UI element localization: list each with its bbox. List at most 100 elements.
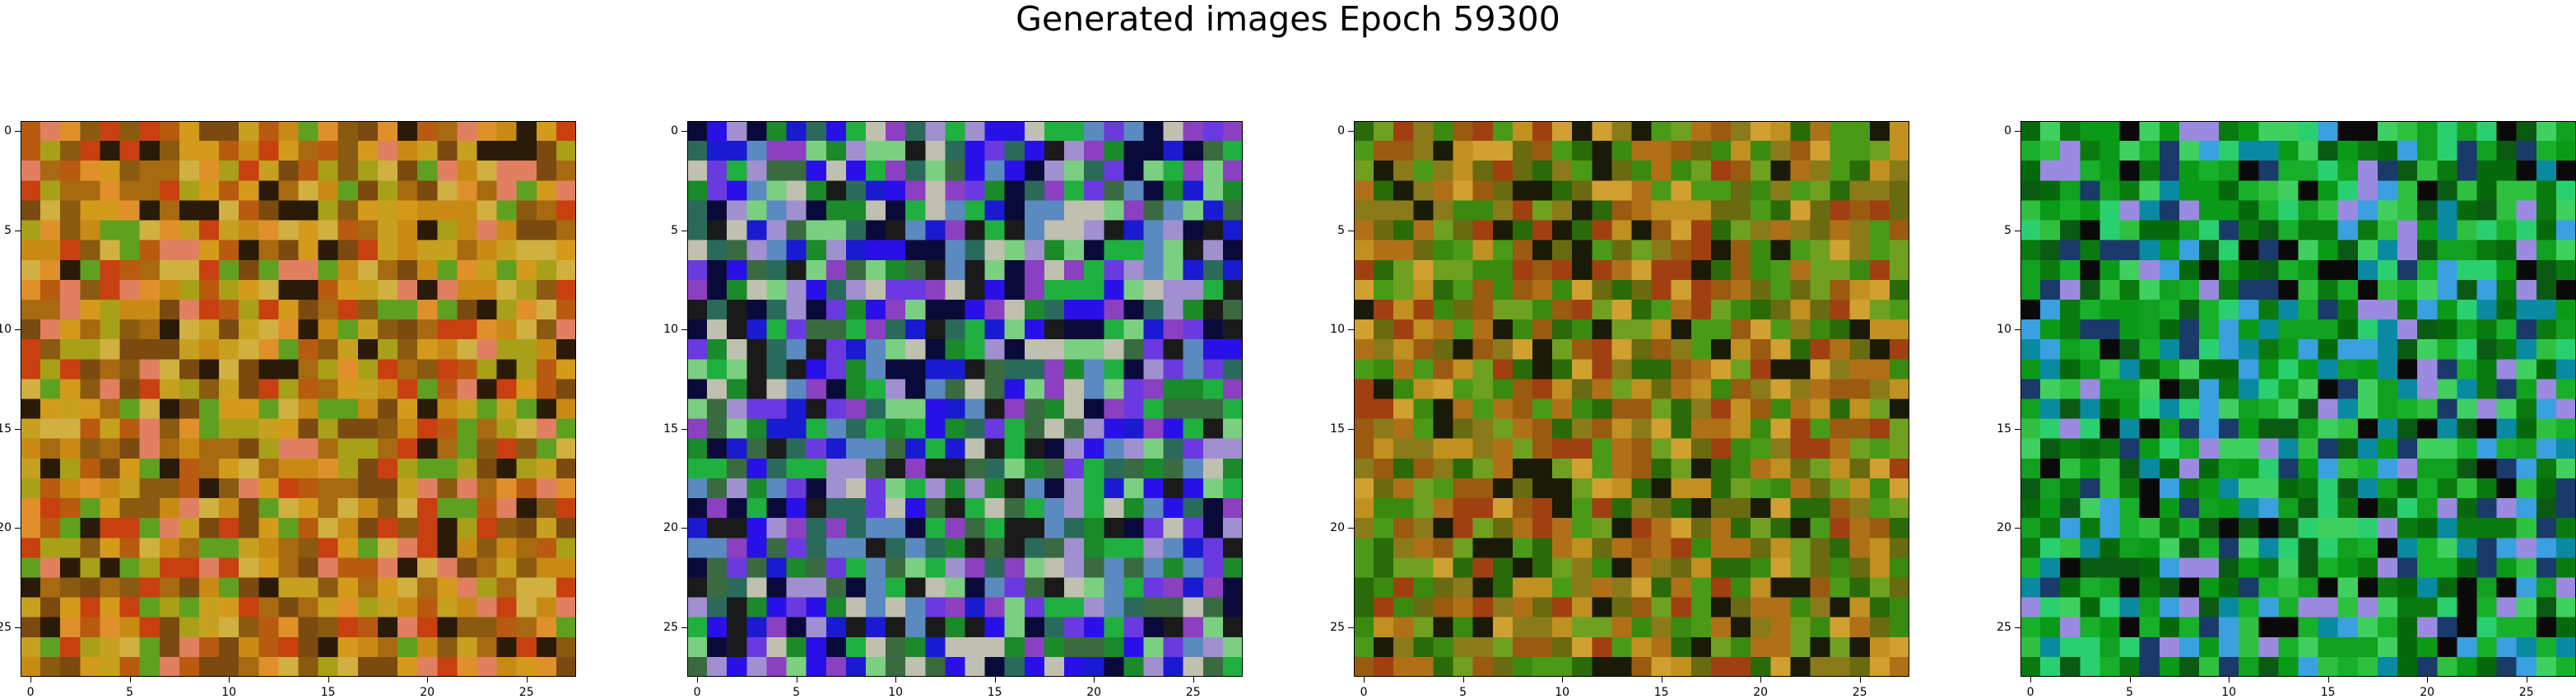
pixel bbox=[786, 418, 807, 440]
pixel bbox=[1552, 141, 1573, 161]
pixel bbox=[2298, 478, 2319, 499]
pixel bbox=[2496, 458, 2518, 479]
pixel bbox=[337, 597, 359, 618]
pixel bbox=[100, 220, 121, 241]
pixel bbox=[80, 458, 100, 479]
pixel bbox=[337, 319, 359, 340]
pixel bbox=[1592, 220, 1612, 241]
pixel bbox=[1433, 121, 1454, 142]
pixel bbox=[1552, 259, 1573, 281]
pixel bbox=[2040, 180, 2061, 201]
pixel bbox=[845, 121, 867, 142]
pixel bbox=[1064, 161, 1085, 181]
pixel bbox=[687, 319, 708, 340]
pixel bbox=[1512, 180, 1533, 201]
pixel bbox=[2496, 418, 2518, 440]
pixel bbox=[40, 161, 61, 181]
pixel bbox=[2536, 557, 2557, 578]
pixel bbox=[2198, 220, 2220, 241]
pixel bbox=[1770, 557, 1791, 578]
pixel bbox=[1453, 200, 1474, 221]
pixel bbox=[477, 180, 498, 201]
pixel bbox=[80, 220, 100, 241]
pixel bbox=[1183, 141, 1204, 161]
pixel bbox=[1374, 359, 1394, 380]
pixel bbox=[119, 141, 141, 161]
pixel bbox=[1413, 398, 1434, 420]
pixel bbox=[60, 299, 81, 320]
pixel bbox=[1492, 518, 1514, 538]
pixel bbox=[516, 438, 537, 459]
pixel bbox=[2159, 538, 2180, 558]
pixel bbox=[139, 398, 160, 420]
pixel bbox=[2516, 656, 2537, 677]
pixel bbox=[1393, 161, 1414, 181]
pixel bbox=[825, 121, 847, 142]
pixel bbox=[1492, 141, 1514, 161]
pixel bbox=[1084, 398, 1104, 420]
pixel bbox=[1572, 478, 1593, 499]
pixel bbox=[1671, 319, 1692, 340]
pixel bbox=[2139, 121, 2160, 142]
pixel bbox=[1751, 478, 1771, 499]
pixel bbox=[2139, 538, 2160, 558]
pixel bbox=[437, 617, 458, 638]
pixel bbox=[1393, 279, 1414, 301]
pixel bbox=[2278, 398, 2299, 420]
pixel bbox=[845, 577, 867, 599]
pixel bbox=[179, 299, 200, 320]
pixel bbox=[198, 319, 220, 340]
pixel bbox=[2099, 240, 2121, 261]
pixel bbox=[477, 240, 498, 261]
pixel bbox=[786, 478, 807, 499]
pixel bbox=[1671, 279, 1692, 301]
pixel bbox=[556, 498, 576, 519]
pixel bbox=[2298, 538, 2319, 558]
pixel bbox=[845, 279, 867, 301]
pixel bbox=[100, 636, 121, 658]
pixel bbox=[2377, 121, 2398, 142]
pixel bbox=[21, 240, 41, 261]
pixel bbox=[1751, 259, 1771, 281]
pixel bbox=[1710, 438, 1732, 459]
pixel bbox=[865, 220, 886, 241]
pixel bbox=[1374, 458, 1394, 479]
pixel bbox=[786, 498, 807, 519]
pixel bbox=[865, 636, 886, 658]
pixel bbox=[2040, 458, 2061, 479]
pixel bbox=[786, 398, 807, 420]
pixel bbox=[239, 438, 259, 459]
pixel bbox=[1354, 538, 1374, 558]
pixel bbox=[219, 438, 239, 459]
pixel bbox=[1084, 656, 1104, 677]
pixel bbox=[2417, 379, 2438, 399]
pixel bbox=[119, 319, 141, 340]
pixel bbox=[377, 398, 398, 420]
pixel bbox=[806, 617, 827, 638]
pixel bbox=[1572, 299, 1593, 320]
pixel bbox=[2139, 180, 2160, 201]
pixel bbox=[2020, 379, 2041, 399]
pixel bbox=[2437, 299, 2457, 320]
pixel bbox=[377, 379, 398, 399]
pixel bbox=[496, 557, 518, 578]
pixel bbox=[417, 259, 438, 281]
pixel bbox=[2219, 478, 2239, 499]
pixel bbox=[119, 577, 141, 599]
x-tick-label: 15 bbox=[320, 686, 336, 699]
pixel bbox=[318, 518, 339, 538]
pixel bbox=[2139, 161, 2160, 181]
pixel bbox=[21, 656, 41, 677]
pixel bbox=[1393, 240, 1414, 261]
pixel bbox=[2555, 656, 2576, 677]
pixel bbox=[1770, 398, 1791, 420]
pixel bbox=[2516, 518, 2537, 538]
pixel bbox=[1592, 538, 1612, 558]
pixel bbox=[318, 656, 339, 677]
pixel bbox=[1433, 359, 1454, 380]
pixel bbox=[2516, 538, 2537, 558]
pixel bbox=[1183, 200, 1204, 221]
pixel bbox=[2239, 438, 2259, 459]
pixel bbox=[457, 557, 477, 578]
pixel bbox=[318, 438, 339, 459]
